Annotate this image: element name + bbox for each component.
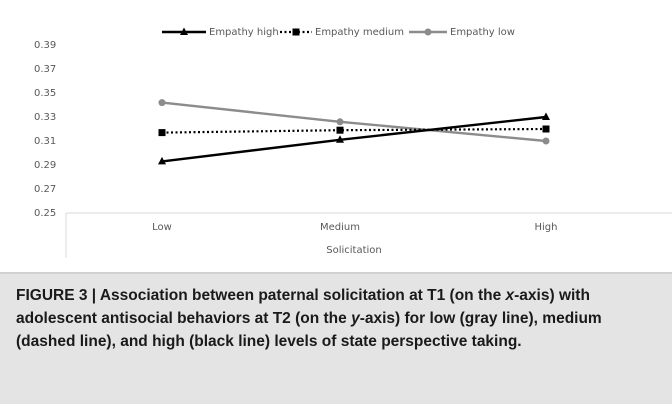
data-point	[336, 118, 344, 126]
y-tick-label: 0.25	[34, 208, 56, 219]
legend-marker	[180, 27, 188, 35]
data-point	[158, 99, 166, 107]
legend-label: Empathy low	[450, 27, 515, 38]
caption-lead: FIGURE 3 | Association between paternal …	[16, 287, 502, 304]
legend-item: Empathy medium	[280, 27, 404, 38]
legend-item: Empathy low	[409, 27, 515, 38]
y-tick-label: 0.33	[34, 112, 56, 123]
legend-marker	[292, 28, 300, 36]
data-point	[336, 135, 344, 143]
x-tick-label: Medium	[320, 222, 360, 233]
line-chart: 0.25 0.27 0.29 0.31 0.33 0.35 0.37 0.39 Low Medi…	[34, 27, 672, 258]
data-point	[158, 129, 166, 137]
chart-area: 0.25 0.27 0.29 0.31 0.33 0.35 0.37 0.39 Low Medi…	[34, 27, 672, 258]
series-line	[161, 101, 547, 143]
data-point	[158, 156, 166, 165]
y-tick-label: 0.39	[34, 40, 56, 51]
x-tick-label: Low	[152, 222, 172, 233]
figure-caption: FIGURE 3 | Association between paternal …	[0, 272, 672, 404]
data-point	[542, 125, 550, 133]
legend-label: Empathy medium	[315, 27, 404, 38]
y-tick-label: 0.37	[34, 64, 56, 75]
caption-part2: -axis) with adolescent antisocial behavi…	[16, 287, 590, 327]
data-point	[542, 137, 550, 145]
legend-marker	[424, 28, 432, 36]
caption-divider	[0, 272, 672, 274]
data-point	[336, 126, 344, 134]
caption-y-italic: y	[351, 310, 360, 327]
x-tick-label: High	[535, 222, 558, 233]
series-line	[161, 127, 547, 134]
legend-item: Empathy high	[162, 27, 279, 38]
data-point	[542, 112, 550, 120]
y-tick-label: 0.27	[34, 184, 56, 195]
caption-part3: -axis) for low (gray line), medium (dash…	[16, 310, 602, 350]
y-tick-label: 0.29	[34, 160, 56, 171]
caption-x-italic: x	[505, 287, 515, 304]
y-tick-label: 0.35	[34, 88, 56, 99]
x-axis-title: Solicitation	[326, 245, 382, 256]
series-empathy-high	[158, 112, 550, 165]
y-tick-label: 0.31	[34, 136, 56, 147]
series-empathy-medium	[158, 125, 550, 137]
series-empathy-low	[158, 99, 550, 145]
legend-label: Empathy high	[209, 27, 279, 38]
